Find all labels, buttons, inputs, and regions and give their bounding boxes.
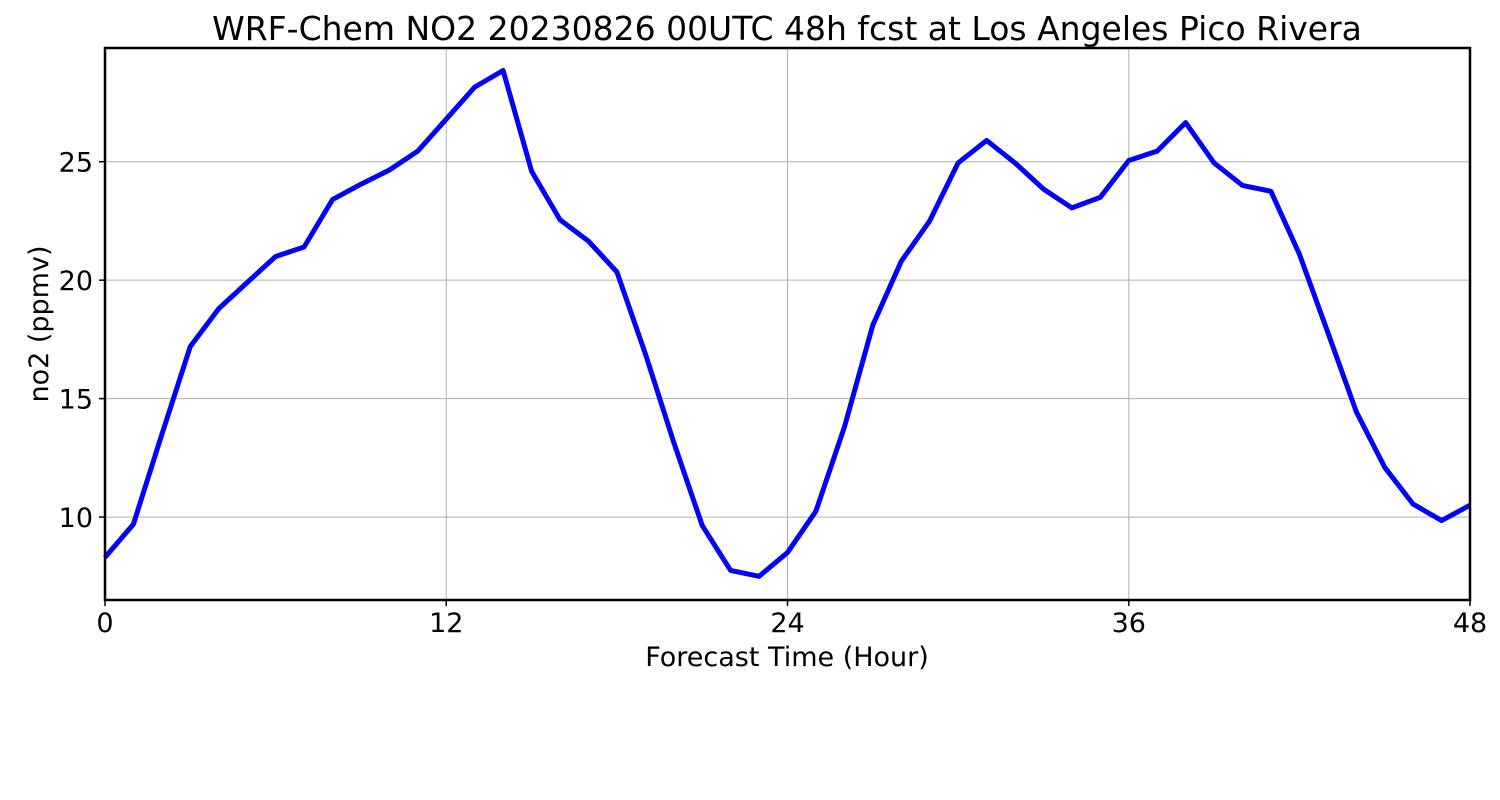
data-point xyxy=(758,575,760,577)
data-point xyxy=(445,118,447,120)
data-point xyxy=(161,433,163,435)
data-point xyxy=(1156,150,1158,152)
data-point xyxy=(815,510,817,512)
data-point xyxy=(1270,190,1272,192)
data-point xyxy=(843,426,845,428)
data-point xyxy=(1213,162,1215,164)
data-point xyxy=(644,353,646,355)
data-point xyxy=(900,260,902,262)
data-point xyxy=(417,150,419,152)
data-point xyxy=(246,282,248,283)
data-point xyxy=(474,86,476,88)
data-point xyxy=(872,324,874,326)
data-point xyxy=(502,70,504,71)
data-point xyxy=(986,139,988,141)
x-tick-label: 0 xyxy=(96,608,113,639)
x-tick-label: 12 xyxy=(429,608,463,639)
data-point xyxy=(673,442,675,443)
data-point xyxy=(616,271,618,273)
y-tick-label: 15 xyxy=(59,385,93,416)
y-tick-label: 25 xyxy=(59,148,93,179)
grid-layer xyxy=(104,48,1471,600)
data-point xyxy=(1242,184,1243,186)
data-point xyxy=(388,169,390,171)
x-tick-label: 24 xyxy=(770,608,804,639)
data-point xyxy=(1042,188,1044,190)
x-axis-label: Forecast Time (Hour) xyxy=(645,642,929,673)
x-tick-label: 36 xyxy=(1112,608,1146,639)
chart-title: WRF-Chem NO2 20230826 00UTC 48h fcst at … xyxy=(212,9,1362,48)
data-point xyxy=(957,162,959,164)
data-point xyxy=(132,523,134,525)
series-layer xyxy=(103,68,1472,579)
data-point xyxy=(360,183,362,185)
ticks-layer: 0 12 24 36 48 10 15 20 25 xyxy=(59,148,1488,639)
data-point xyxy=(1355,411,1357,413)
data-point xyxy=(332,199,333,201)
data-point xyxy=(218,308,220,310)
data-point xyxy=(1384,466,1386,468)
data-point xyxy=(1327,331,1329,333)
data-point xyxy=(1185,122,1187,124)
x-tick-label: 48 xyxy=(1453,608,1487,639)
data-point xyxy=(929,220,931,222)
data-point xyxy=(275,256,277,257)
y-tick-label: 20 xyxy=(59,266,93,297)
data-point xyxy=(531,170,533,172)
data-point xyxy=(787,552,788,554)
data-point xyxy=(1071,207,1073,209)
data-point xyxy=(730,569,732,571)
data-point xyxy=(701,524,703,526)
data-point xyxy=(559,219,561,221)
data-point xyxy=(1298,253,1300,255)
data-point xyxy=(587,240,589,242)
data-point xyxy=(1441,520,1443,522)
data-point xyxy=(1412,503,1414,505)
y-axis-label: no2 (ppmv) xyxy=(24,245,55,402)
data-point xyxy=(1099,196,1101,198)
data-point xyxy=(1128,160,1130,161)
data-point xyxy=(189,346,191,347)
y-tick-label: 10 xyxy=(59,503,93,534)
data-point xyxy=(1014,162,1016,164)
data-point xyxy=(303,246,305,248)
